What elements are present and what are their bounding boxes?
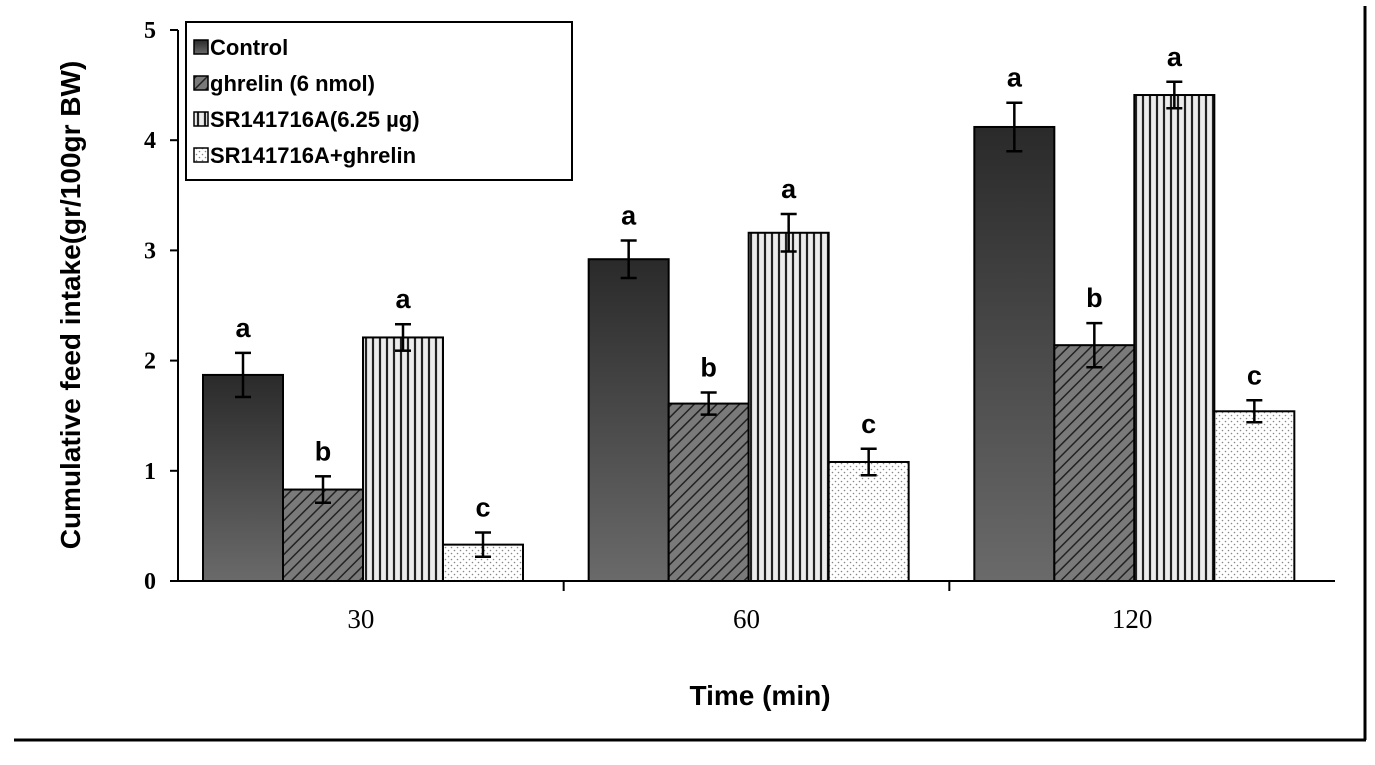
- legend-swatch: [193, 147, 209, 163]
- x-axis-title: Time (min): [689, 680, 830, 711]
- bar: [973, 125, 1056, 582]
- legend-box: [185, 21, 573, 181]
- significance-label: c: [475, 493, 490, 523]
- x-tick-label: 120: [1112, 604, 1153, 634]
- significance-label: a: [1007, 63, 1023, 93]
- bar: [667, 402, 750, 582]
- bar: [827, 460, 910, 583]
- legend-label: SR141716A+ghrelin: [210, 143, 416, 168]
- significance-label: b: [315, 436, 332, 466]
- plot-area: 0 1 2 3 4 5 30 a b a c 60 a b a c 120 a b a c: [144, 18, 1335, 634]
- bar: [202, 373, 284, 582]
- significance-label: a: [235, 313, 251, 343]
- bar: [442, 543, 524, 582]
- bar: [1053, 344, 1136, 582]
- significance-label: c: [1247, 360, 1262, 390]
- x-tick-label: 30: [347, 604, 374, 634]
- y-tick-label: 4: [144, 128, 156, 154]
- bar: [747, 231, 830, 582]
- bar: [1213, 410, 1296, 582]
- x-tick-label: 60: [733, 604, 760, 634]
- legend-swatch: [193, 75, 209, 91]
- significance-label: b: [700, 353, 717, 383]
- y-tick-label: 1: [144, 459, 156, 485]
- bar: [1133, 94, 1216, 582]
- y-tick-label: 2: [144, 349, 156, 375]
- legend-label: SR141716A(6.25 µg): [210, 107, 420, 132]
- y-tick-label: 5: [144, 18, 156, 44]
- significance-label: a: [781, 174, 797, 204]
- significance-label: a: [395, 284, 411, 314]
- significance-label: b: [1086, 283, 1103, 313]
- legend-label: Control: [210, 35, 288, 60]
- bar: [362, 336, 444, 583]
- legend-swatch: [193, 39, 209, 55]
- y-tick-label: 0: [144, 569, 156, 595]
- bar: [587, 258, 670, 582]
- y-axis-title: Cumulative feed intake(gr/100gr BW): [55, 61, 86, 550]
- legend: Control ghrelin (6 nmol) SR141716A(6.25 µg…: [185, 21, 573, 181]
- significance-label: a: [1167, 42, 1183, 72]
- legend-label: ghrelin (6 nmol): [210, 71, 375, 96]
- y-tick-label: 3: [144, 238, 156, 264]
- significance-label: c: [861, 409, 876, 439]
- legend-swatch: [193, 111, 209, 127]
- significance-label: a: [621, 200, 637, 230]
